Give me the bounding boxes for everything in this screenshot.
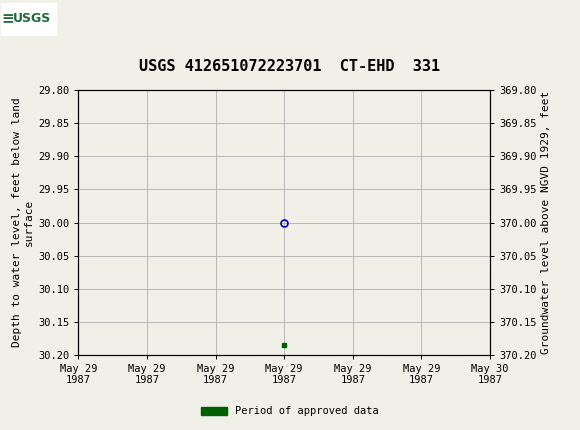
- Legend: Period of approved data: Period of approved data: [197, 402, 383, 421]
- Bar: [1, 3, 56, 35]
- Y-axis label: Depth to water level, feet below land
surface: Depth to water level, feet below land su…: [12, 98, 34, 347]
- Text: USGS 412651072223701  CT-EHD  331: USGS 412651072223701 CT-EHD 331: [139, 59, 441, 74]
- Text: USGS: USGS: [13, 12, 51, 25]
- Y-axis label: Groundwater level above NGVD 1929, feet: Groundwater level above NGVD 1929, feet: [541, 91, 551, 354]
- Text: ≡: ≡: [2, 12, 15, 27]
